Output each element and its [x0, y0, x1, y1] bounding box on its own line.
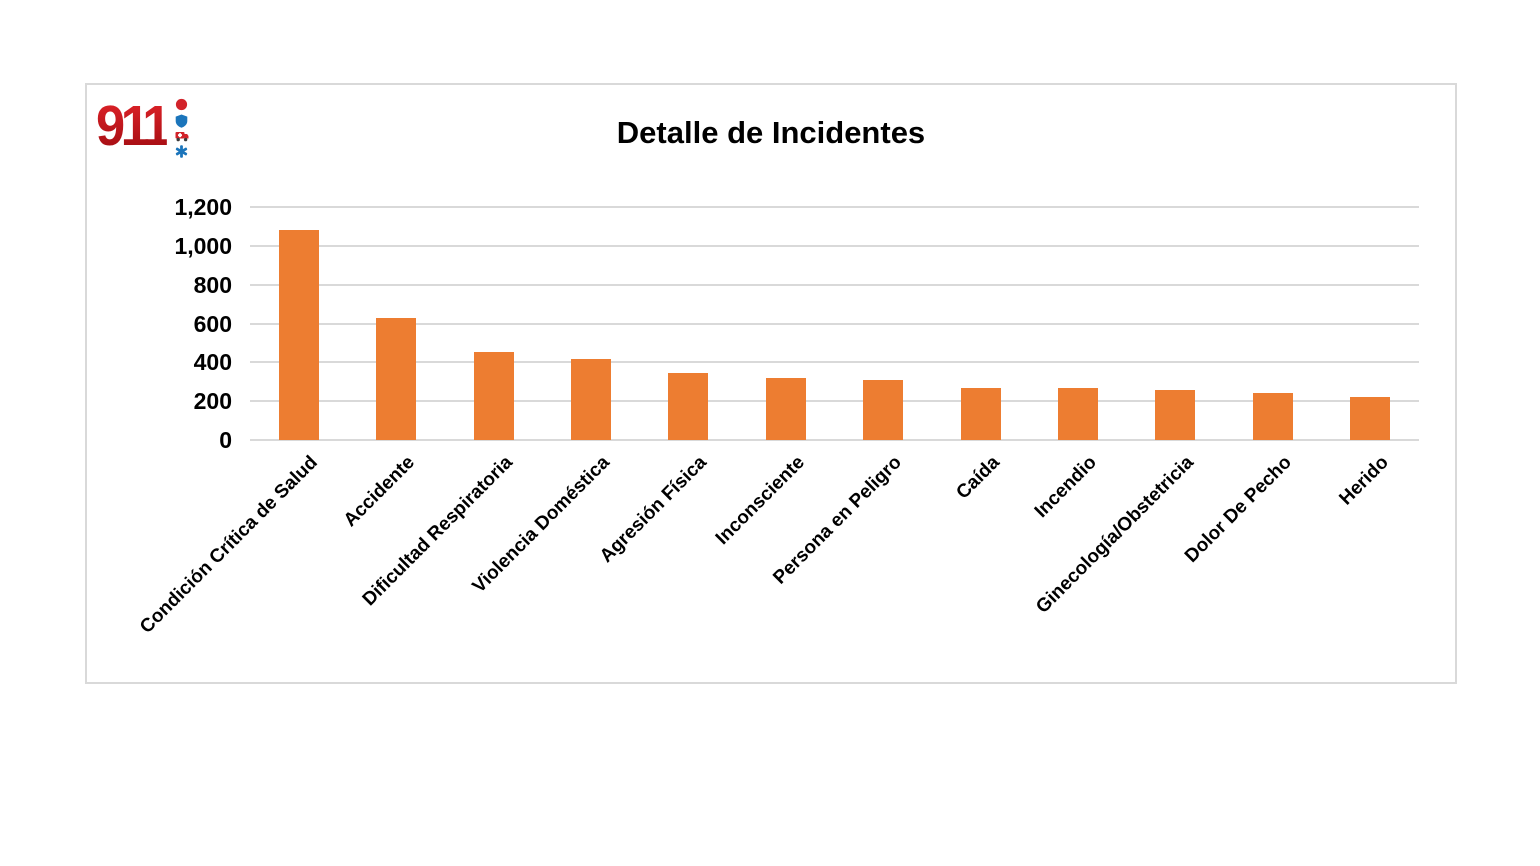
y-tick-label: 1,000: [174, 232, 232, 259]
y-axis: 0 200 400 600 800 1,000 1,200: [87, 194, 232, 453]
logo-911-text: 911: [96, 94, 171, 158]
bar-1: [278, 230, 319, 440]
chart-title: Detalle de Incidentes: [616, 115, 926, 150]
logo-911: 911: [96, 96, 189, 158]
gridline: [250, 361, 1419, 364]
y-tick-label: 800: [193, 271, 232, 298]
logo-icon-column: [175, 98, 189, 158]
red-dot-icon: [175, 98, 189, 111]
y-tick-label: 1,200: [174, 194, 232, 220]
red-ambulance-icon: [175, 131, 189, 142]
bar-9: [1058, 387, 1099, 440]
bar-10: [1155, 389, 1196, 440]
bar-8: [960, 387, 1001, 440]
bar-7: [863, 379, 904, 440]
bar-6: [765, 377, 806, 440]
bar-4: [570, 359, 611, 440]
gridline: [250, 322, 1419, 325]
gridline: [250, 439, 1419, 441]
bar-3: [473, 351, 514, 440]
blue-shield-icon: [175, 114, 189, 128]
plot-area: Condición Crítica de Salud Accidente Dific…: [136, 206, 1419, 638]
y-tick-label: 600: [193, 310, 232, 337]
blue-star-of-life-icon: [175, 145, 189, 158]
bar-5: [668, 373, 709, 440]
bar-12: [1350, 397, 1391, 440]
gridline: [250, 206, 1419, 208]
gridline: [250, 400, 1419, 403]
gridline: [250, 283, 1419, 286]
y-tick-label: 400: [193, 349, 232, 376]
bar-11: [1252, 393, 1293, 440]
chart-container: 911: [85, 83, 1457, 684]
x-axis: Condición Crítica de Salud Accidente Dific…: [136, 207, 1419, 638]
y-tick-label: 0: [219, 427, 232, 453]
gridline: [250, 244, 1419, 247]
y-tick-label: 200: [193, 388, 232, 415]
bar-2: [376, 317, 417, 440]
